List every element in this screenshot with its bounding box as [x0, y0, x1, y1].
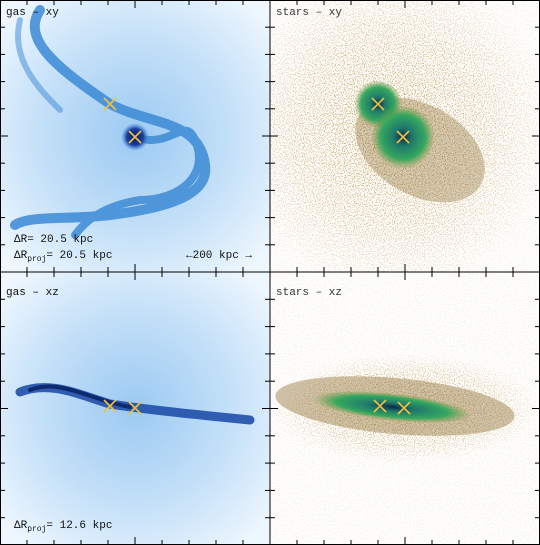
panel-title: gas – xy [6, 7, 59, 19]
panel-title: stars – xz [276, 287, 342, 299]
panel-title: gas – xz [6, 287, 59, 299]
position-markers [103, 97, 411, 415]
distance-label: ΔRproj= 20.5 kpc [14, 250, 112, 264]
scale-bar: ←200 kpc → [186, 250, 252, 262]
distance-label: ΔR= 20.5 kpc [14, 234, 93, 246]
distance-label: ΔRproj= 12.6 kpc [14, 520, 112, 534]
panel-title: stars – xy [276, 7, 342, 19]
stars-xy-panel [270, 0, 540, 272]
gas-xy-panel [0, 0, 270, 272]
stars-xz-panel [270, 272, 540, 545]
